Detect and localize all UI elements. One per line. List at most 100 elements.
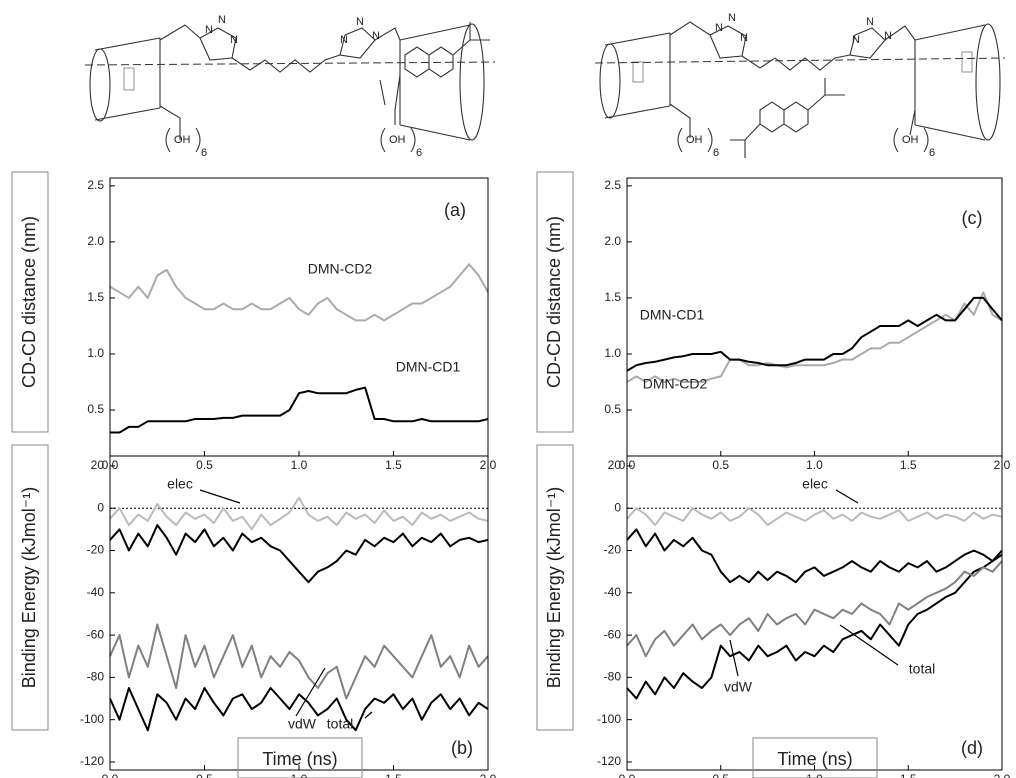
x-tick-label: 1.0 [291, 458, 308, 472]
x-tick-label: 1.5 [385, 458, 402, 472]
series-line [109, 623, 489, 700]
annotation-arrow [199, 489, 241, 504]
annotation-arrow [364, 711, 373, 719]
series-line [626, 528, 1003, 584]
y-axis-label: Binding Energy (kJmol⁻¹) [544, 487, 564, 689]
naphthalene [379, 22, 490, 106]
y-label-box [11, 444, 49, 731]
annotation: DMN-CD2 [308, 261, 373, 277]
y-tick-label: 0 [614, 500, 621, 514]
panel-label: (b) [451, 738, 473, 758]
y-tick-label: 0.5 [604, 402, 621, 416]
count: 6 [201, 147, 207, 159]
x-axis-label: Time (ns) [777, 749, 852, 769]
count: 6 [416, 147, 422, 159]
plot-frame [109, 177, 489, 457]
y-tick-label: -80 [604, 670, 622, 684]
linker [884, 25, 916, 136]
hydroxyl: OH [686, 134, 703, 146]
triazole [339, 27, 376, 59]
x-tick-label: 1.5 [385, 772, 402, 778]
series-line [626, 560, 1003, 658]
annotation-arrow [835, 489, 859, 504]
atom: N [852, 34, 860, 46]
atom: N [218, 14, 226, 26]
series-line [626, 296, 1003, 372]
y-tick-label: -100 [597, 712, 621, 726]
x-tick-label: 1.0 [806, 458, 823, 472]
guest [961, 51, 973, 73]
atom: N [866, 16, 874, 28]
panel-label: (c) [962, 208, 983, 228]
y-axis-label: CD-CD distance (nm) [19, 216, 39, 388]
x-tick-label: 0.5 [712, 458, 729, 472]
y-tick-label: 2.0 [604, 234, 621, 248]
y-tick-label: -20 [604, 543, 622, 557]
count: 6 [713, 147, 719, 159]
annotation: total [327, 716, 353, 732]
series-line [626, 507, 1003, 527]
y-axis-label: Binding Energy (kJmol⁻¹) [19, 487, 39, 689]
y-tick-label: 1.0 [604, 346, 621, 360]
atom: N [340, 34, 348, 46]
triazole [709, 25, 747, 59]
chain [741, 54, 851, 71]
y-tick-label: 2.5 [604, 178, 621, 192]
x-tick-label: 2.0 [994, 772, 1011, 778]
annotation: DMN-CD2 [643, 376, 708, 392]
y-tick-label: -40 [87, 585, 105, 599]
annotation: total [909, 661, 935, 677]
atom: N [356, 16, 364, 28]
annotation-arrow [729, 639, 739, 677]
parens [165, 127, 416, 153]
x-tick-label: 0.5 [712, 772, 729, 778]
parens [677, 127, 929, 153]
cone [604, 32, 671, 119]
annotation: DMN-CD1 [640, 307, 705, 323]
x-tick-label: 2.0 [480, 772, 497, 778]
x-tick-label: 0.0 [102, 772, 119, 778]
hydroxyl: OH [174, 134, 191, 146]
linker [374, 27, 401, 125]
cone-rim [89, 48, 111, 122]
x-tick-label: 1.5 [900, 772, 917, 778]
x-tick-label: 1.0 [291, 772, 308, 778]
y-tick-label: 20 [608, 458, 622, 472]
series-line [626, 291, 1003, 383]
x-tick-label: 0.5 [196, 772, 213, 778]
y-tick-label: -80 [87, 670, 105, 684]
y-tick-label: -60 [87, 627, 105, 641]
atom: N [715, 22, 723, 34]
y-tick-label: 0.5 [87, 402, 104, 416]
y-tick-label: 2.0 [87, 234, 104, 248]
x-tick-label: 0.0 [619, 772, 636, 778]
y-tick-label: 20 [91, 458, 105, 472]
triazole [199, 27, 237, 61]
atom: N [884, 30, 892, 42]
y-tick-label: 2.5 [87, 178, 104, 192]
guest [123, 67, 135, 91]
series-line [109, 687, 489, 732]
panel-label: (d) [961, 738, 983, 758]
linker [159, 24, 201, 140]
guest [632, 61, 644, 83]
plot-frame [626, 455, 1003, 771]
annotation-arrow [839, 624, 899, 666]
annotation: vdW [724, 679, 753, 695]
y-tick-label: -100 [80, 712, 104, 726]
y-label-box [536, 444, 574, 731]
x-tick-label: 1.0 [806, 772, 823, 778]
atom: N [230, 34, 238, 46]
y-tick-label: -120 [80, 754, 104, 768]
cone [914, 24, 986, 141]
panel-label: (a) [444, 200, 466, 220]
annotation: elec [802, 476, 828, 492]
y-tick-label: -60 [604, 627, 622, 641]
series-line [109, 496, 489, 531]
atom: N [205, 24, 213, 36]
y-label-box [11, 171, 49, 433]
axis-line [84, 61, 496, 66]
x-label-box [237, 737, 363, 778]
atom: N [372, 30, 380, 42]
